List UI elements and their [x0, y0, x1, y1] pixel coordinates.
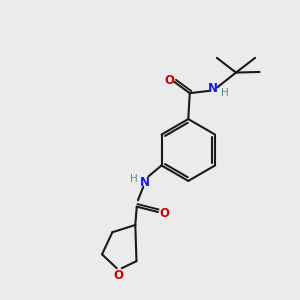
Text: N: N — [140, 176, 150, 189]
Text: N: N — [208, 82, 218, 95]
Text: O: O — [114, 269, 124, 282]
Text: H: H — [130, 174, 138, 184]
Text: O: O — [159, 207, 170, 220]
Text: O: O — [164, 74, 174, 87]
Text: H: H — [221, 88, 229, 98]
